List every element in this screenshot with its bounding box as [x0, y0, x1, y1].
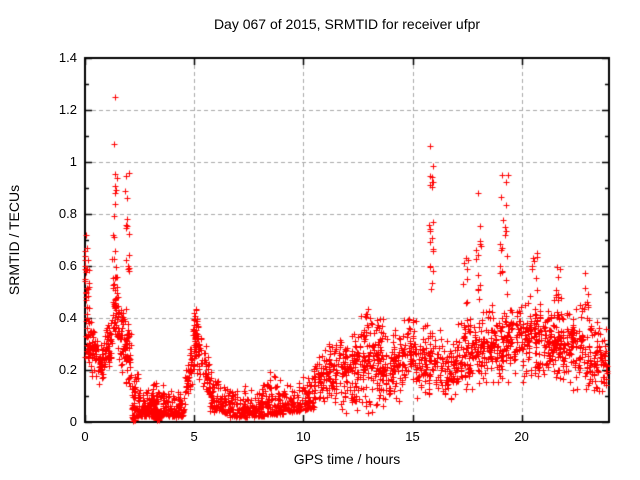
x-tick-label: 20: [514, 429, 529, 444]
x-tick-label: 5: [190, 429, 198, 444]
y-tick-label: 1.4: [58, 50, 77, 65]
chart-title: Day 067 of 2015, SRMTID for receiver ufp…: [213, 16, 481, 32]
x-tick-label: 10: [296, 429, 311, 444]
y-tick-label: 0.6: [58, 258, 77, 273]
x-tick-label: 0: [81, 429, 89, 444]
y-tick-label: 0.8: [58, 206, 77, 221]
y-tick-label: 0: [69, 414, 77, 429]
x-axis-label: GPS time / hours: [293, 451, 401, 467]
y-tick-label: 0.4: [58, 310, 77, 325]
y-tick-label: 1.2: [58, 102, 77, 117]
y-tick-label: 0.2: [58, 362, 77, 377]
x-tick-label: 15: [405, 429, 420, 444]
y-axis-label: SRMTID / TECUs: [6, 184, 22, 296]
y-tick-label: 1: [69, 154, 77, 169]
